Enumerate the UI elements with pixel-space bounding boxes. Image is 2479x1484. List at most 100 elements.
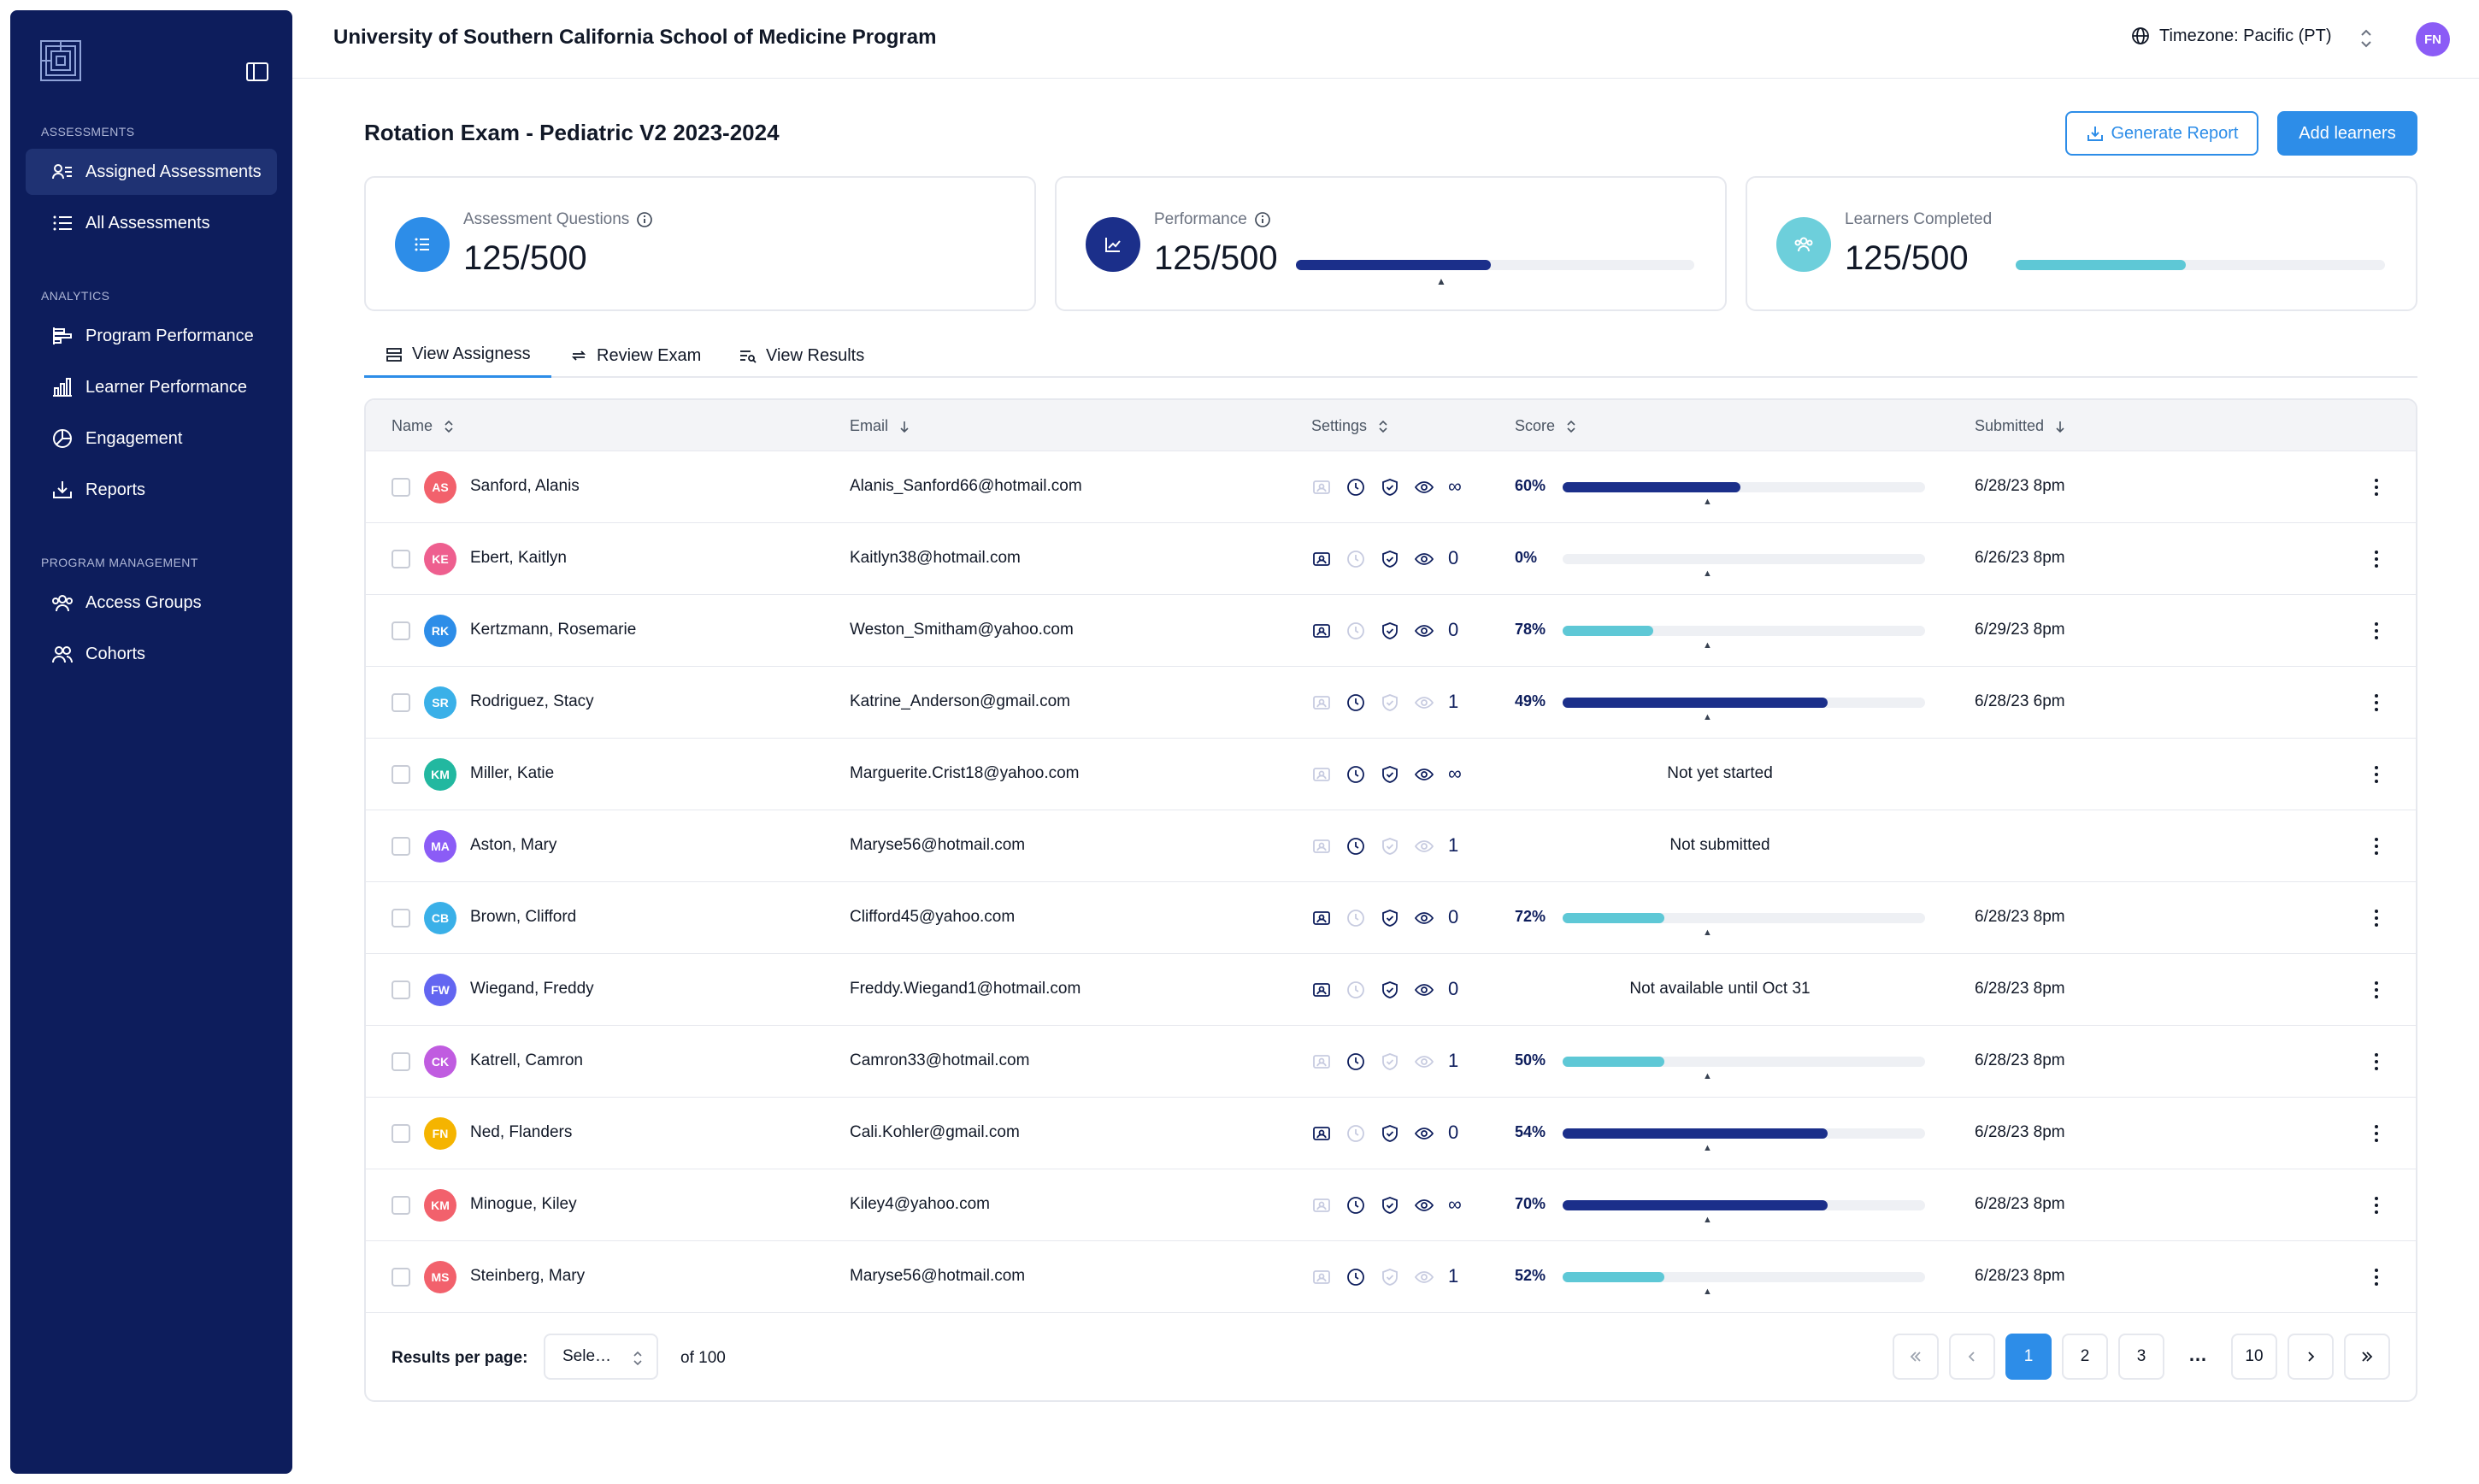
table-row[interactable]: AS Sanford, Alanis Alanis_Sanford66@hotmai…: [366, 451, 2416, 523]
page-button-1[interactable]: 1: [2005, 1334, 2052, 1380]
clock-icon[interactable]: [1345, 1195, 1366, 1216]
sidebar-item-engagement[interactable]: Engagement: [26, 415, 277, 462]
row-checkbox[interactable]: [392, 909, 410, 928]
next-page-button[interactable]: [2288, 1334, 2334, 1380]
clock-icon[interactable]: [1345, 1267, 1366, 1287]
learner-name[interactable]: Sanford, Alanis: [470, 477, 580, 495]
more-vertical-icon[interactable]: [2368, 1263, 2385, 1291]
id-card-icon[interactable]: [1311, 908, 1332, 928]
id-card-icon[interactable]: [1311, 621, 1332, 641]
learner-name[interactable]: Wiegand, Freddy: [470, 980, 594, 998]
learner-name[interactable]: Miller, Katie: [470, 764, 555, 782]
generate-report-button[interactable]: Generate Report: [2065, 111, 2258, 156]
user-avatar[interactable]: FN: [2416, 22, 2450, 56]
eye-icon[interactable]: [1414, 1195, 1434, 1216]
more-vertical-icon[interactable]: [2368, 474, 2385, 501]
add-learners-button[interactable]: Add learners: [2277, 111, 2417, 156]
last-page-button[interactable]: [2344, 1334, 2390, 1380]
row-checkbox[interactable]: [392, 980, 410, 999]
id-card-icon[interactable]: [1311, 1051, 1332, 1072]
table-row[interactable]: MS Steinberg, Mary Maryse56@hotmail.com 1 52…: [366, 1241, 2416, 1313]
id-card-icon[interactable]: [1311, 549, 1332, 569]
sort-updown-icon[interactable]: [441, 419, 456, 434]
eye-icon[interactable]: [1414, 549, 1434, 569]
app-logo-icon[interactable]: [39, 39, 82, 82]
info-icon[interactable]: [636, 211, 653, 228]
table-row[interactable]: SR Rodriguez, Stacy Katrine_Anderson@gmail…: [366, 667, 2416, 739]
clock-icon[interactable]: [1345, 549, 1366, 569]
sidebar-item-access-groups[interactable]: Access Groups: [26, 580, 277, 626]
row-checkbox[interactable]: [392, 621, 410, 640]
learner-name[interactable]: Aston, Mary: [470, 836, 557, 854]
id-card-icon[interactable]: [1311, 980, 1332, 1000]
table-row[interactable]: KM Minogue, Kiley Kiley4@yahoo.com ∞ 70% ▲ 6/2…: [366, 1169, 2416, 1241]
sidebar-item-all-assessments[interactable]: All Assessments: [26, 200, 277, 246]
more-vertical-icon[interactable]: [2368, 1192, 2385, 1219]
timezone-selector[interactable]: Timezone: Pacific (PT): [2130, 26, 2332, 46]
id-card-icon[interactable]: [1311, 692, 1332, 713]
table-row[interactable]: KM Miller, Katie Marguerite.Crist18@yahoo.…: [366, 739, 2416, 810]
sidebar-item-assigned-assessments[interactable]: Assigned Assessments: [26, 149, 277, 195]
shield-check-icon[interactable]: [1380, 549, 1400, 569]
clock-icon[interactable]: [1345, 1051, 1366, 1072]
id-card-icon[interactable]: [1311, 764, 1332, 785]
row-checkbox[interactable]: [392, 478, 410, 497]
sidebar-item-program-performance[interactable]: Program Performance: [26, 313, 277, 359]
shield-check-icon[interactable]: [1380, 908, 1400, 928]
tab-view-assignees[interactable]: View Assigness: [364, 333, 551, 378]
shield-check-icon[interactable]: [1380, 692, 1400, 713]
table-row[interactable]: FW Wiegand, Freddy Freddy.Wiegand1@hotmail…: [366, 954, 2416, 1026]
clock-icon[interactable]: [1345, 1123, 1366, 1144]
more-vertical-icon[interactable]: [2368, 1120, 2385, 1147]
previous-page-button[interactable]: [1949, 1334, 1995, 1380]
info-icon[interactable]: [1254, 211, 1271, 228]
eye-icon[interactable]: [1414, 908, 1434, 928]
sort-updown-icon[interactable]: [1375, 419, 1391, 434]
eye-icon[interactable]: [1414, 621, 1434, 641]
clock-icon[interactable]: [1345, 477, 1366, 498]
eye-icon[interactable]: [1414, 1267, 1434, 1287]
more-vertical-icon[interactable]: [2368, 617, 2385, 645]
table-row[interactable]: FN Ned, Flanders Cali.Kohler@gmail.com 0 54%…: [366, 1098, 2416, 1169]
id-card-icon[interactable]: [1311, 836, 1332, 857]
tab-view-results[interactable]: View Results: [718, 333, 885, 378]
sidebar-collapse-icon[interactable]: [244, 60, 270, 84]
chevron-updown-icon[interactable]: [2358, 26, 2375, 51]
sort-down-icon[interactable]: [897, 419, 912, 434]
table-row[interactable]: CB Brown, Clifford Clifford45@yahoo.com 0 72…: [366, 882, 2416, 954]
learner-name[interactable]: Steinberg, Mary: [470, 1267, 586, 1285]
sidebar-item-cohorts[interactable]: Cohorts: [26, 631, 277, 677]
clock-icon[interactable]: [1345, 692, 1366, 713]
learner-name[interactable]: Brown, Clifford: [470, 908, 577, 926]
shield-check-icon[interactable]: [1380, 764, 1400, 785]
learner-name[interactable]: Rodriguez, Stacy: [470, 692, 594, 710]
learner-name[interactable]: Minogue, Kiley: [470, 1195, 577, 1213]
id-card-icon[interactable]: [1311, 477, 1332, 498]
shield-check-icon[interactable]: [1380, 1051, 1400, 1072]
more-vertical-icon[interactable]: [2368, 904, 2385, 932]
clock-icon[interactable]: [1345, 836, 1366, 857]
learner-name[interactable]: Ned, Flanders: [470, 1123, 573, 1141]
clock-icon[interactable]: [1345, 980, 1366, 1000]
id-card-icon[interactable]: [1311, 1195, 1332, 1216]
row-checkbox[interactable]: [392, 1196, 410, 1215]
row-checkbox[interactable]: [392, 765, 410, 784]
column-header-settings[interactable]: Settings: [1311, 417, 1391, 435]
sort-down-icon[interactable]: [2052, 419, 2068, 434]
row-checkbox[interactable]: [392, 1052, 410, 1071]
clock-icon[interactable]: [1345, 908, 1366, 928]
eye-icon[interactable]: [1414, 477, 1434, 498]
page-button-3[interactable]: 3: [2118, 1334, 2164, 1380]
tab-review-exam[interactable]: Review Exam: [549, 333, 721, 378]
id-card-icon[interactable]: [1311, 1267, 1332, 1287]
id-card-icon[interactable]: [1311, 1123, 1332, 1144]
more-vertical-icon[interactable]: [2368, 761, 2385, 788]
page-button-2[interactable]: 2: [2062, 1334, 2108, 1380]
table-row[interactable]: RK Kertzmann, Rosemarie Weston_Smitham@yah…: [366, 595, 2416, 667]
column-header-score[interactable]: Score: [1515, 417, 1579, 435]
eye-icon[interactable]: [1414, 980, 1434, 1000]
learner-name[interactable]: Kertzmann, Rosemarie: [470, 621, 637, 639]
more-vertical-icon[interactable]: [2368, 976, 2385, 1004]
page-button-10[interactable]: 10: [2231, 1334, 2277, 1380]
shield-check-icon[interactable]: [1380, 1123, 1400, 1144]
